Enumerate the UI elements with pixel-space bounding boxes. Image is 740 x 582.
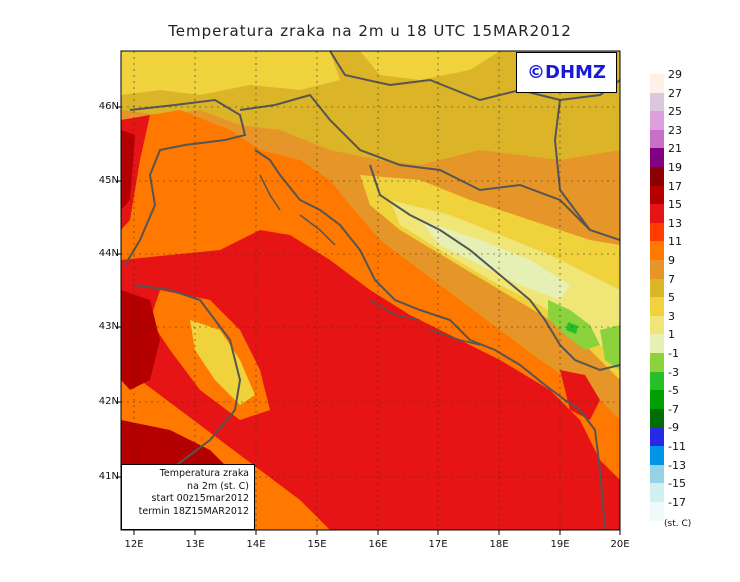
- legend-swatch: [650, 167, 664, 186]
- legend-swatch: [650, 371, 664, 391]
- border-north: [329, 51, 620, 102]
- legend-swatch: [650, 148, 664, 168]
- albania-hot: [560, 370, 600, 420]
- legend-level-label: -7: [668, 402, 679, 416]
- coastline-montenegro: [544, 384, 606, 530]
- legend-level-label: 5: [668, 291, 675, 305]
- legend-level-label: 27: [668, 86, 682, 100]
- axis-ticks: [116, 106, 621, 535]
- legend-swatch: [650, 297, 664, 317]
- plot-frame: [120, 50, 621, 531]
- legend-level-label: 13: [668, 216, 682, 230]
- island-3: [429, 329, 481, 346]
- legend-swatch: [650, 446, 664, 465]
- legend-swatch: [650, 501, 664, 521]
- legend-swatch: [650, 129, 664, 149]
- legend-swatch: [650, 483, 664, 503]
- border-inland: [239, 93, 620, 241]
- sea-hot: [121, 230, 620, 530]
- legend-level-label: 19: [668, 161, 682, 174]
- dhmz-logo: ©DHMZ: [516, 52, 617, 93]
- coastline-italy-east: [134, 284, 242, 481]
- legend-swatch: [650, 204, 664, 224]
- coastline-italy: [124, 98, 247, 266]
- lat-label: 44N: [98, 248, 119, 259]
- legend-swatch: [650, 334, 664, 354]
- island-1: [299, 214, 336, 246]
- info-line: termin 18Z15MAR2012: [138, 505, 249, 517]
- info-line: Temperatura zraka: [159, 468, 249, 479]
- legend-level-label: 3: [668, 309, 675, 323]
- lon-label: 15E: [307, 539, 327, 550]
- info-box: Temperatura zraka na 2m (st. C) start 00…: [121, 464, 255, 530]
- legend-swatch: [650, 74, 664, 93]
- legend-swatch: [650, 408, 664, 428]
- lon-label: 17E: [428, 539, 448, 550]
- cold-spot-2: [600, 325, 620, 370]
- border-south: [559, 344, 620, 372]
- legend-level-label: -1: [668, 347, 679, 360]
- legend-level-label: 9: [668, 254, 675, 267]
- legend-level-label: 15: [668, 198, 682, 212]
- lon-label: 14E: [246, 539, 266, 550]
- legend-level-label: -17: [668, 495, 686, 509]
- lat-label: 45N: [98, 175, 119, 186]
- lat-label: 42N: [98, 396, 119, 407]
- legend-level-label: 11: [668, 235, 682, 249]
- legend-swatch: [650, 111, 664, 131]
- legend-level-label: -13: [668, 458, 686, 472]
- inland-very-pale: [420, 220, 570, 300]
- legend-level-label: 23: [668, 123, 682, 137]
- legend-swatch: [650, 185, 664, 205]
- lat-label: 43N: [98, 321, 119, 332]
- lon-label: 19E: [550, 539, 570, 550]
- info-line: na 2m (st. C): [187, 480, 249, 492]
- lat-label: 46N: [98, 101, 119, 112]
- lon-label: 16E: [368, 539, 388, 550]
- lon-label: 12E: [124, 539, 144, 550]
- legend-swatch: [650, 241, 664, 261]
- legend-level-label: 1: [668, 328, 675, 342]
- italy-north-hot: [121, 130, 135, 210]
- legend-swatch: [650, 427, 664, 447]
- legend-swatch: [650, 278, 664, 298]
- legend-unit: (st. C): [664, 519, 692, 529]
- legend-swatch: [650, 315, 664, 335]
- legend-level-label: -11: [668, 440, 686, 453]
- legend-level-label: 7: [668, 272, 675, 286]
- map-title: Temperatura zraka na 2m u 18 UTC 15MAR20…: [168, 22, 572, 40]
- legend-level-label: 17: [668, 179, 682, 193]
- north-yellow-2: [360, 51, 500, 80]
- italy-west-hot: [121, 290, 160, 390]
- border-serbia: [553, 99, 591, 231]
- info-line: start 00z15mar2012: [151, 493, 249, 504]
- legend-swatch: [650, 464, 664, 484]
- north-yellow: [121, 51, 340, 95]
- cold-spot-3: [566, 322, 578, 334]
- lon-label: 13E: [185, 539, 205, 550]
- legend-level-label: 29: [668, 68, 682, 81]
- legend-swatch: [650, 353, 664, 372]
- lon-label: 18E: [489, 539, 509, 550]
- legend-swatch: [650, 390, 664, 410]
- border-bosnia: [369, 164, 561, 346]
- island-2: [369, 299, 421, 321]
- legend-swatch: [650, 222, 664, 242]
- gridlines: [121, 51, 620, 530]
- legend-level-label: -9: [668, 421, 679, 435]
- island-4: [259, 174, 281, 211]
- legend-level-label: -15: [668, 477, 686, 491]
- coastline-croatia: [254, 149, 546, 386]
- legend-level-label: -3: [668, 365, 679, 379]
- lat-label: 41N: [98, 471, 119, 482]
- legend-level-label: 21: [668, 142, 682, 156]
- legend-level-label: 25: [668, 105, 682, 119]
- legend-swatch: [650, 260, 664, 279]
- legend-swatch: [650, 92, 664, 112]
- lon-label: 20E: [610, 539, 630, 550]
- legend-level-label: -5: [668, 384, 679, 398]
